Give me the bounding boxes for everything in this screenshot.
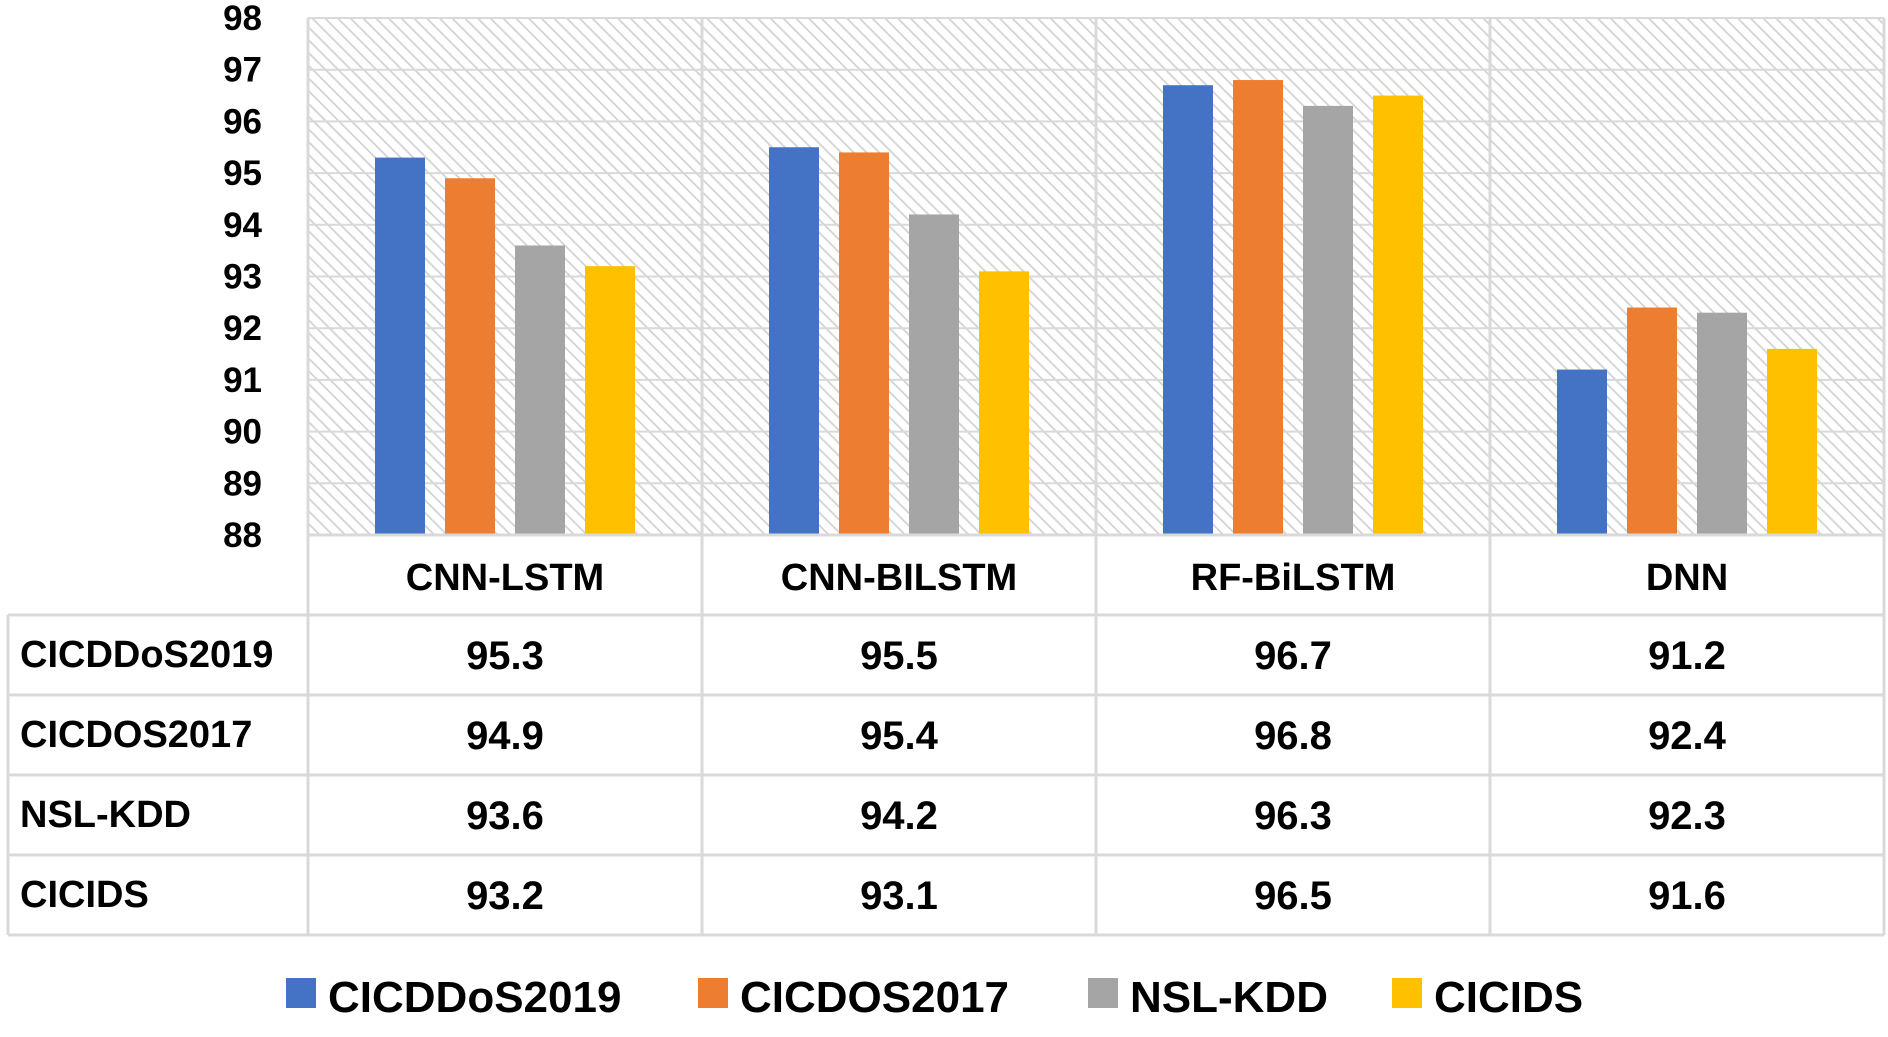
table-cell-value: 91.2	[1648, 634, 1726, 678]
table-cell-value: 91.6	[1648, 874, 1726, 918]
bar	[515, 245, 565, 536]
table-cell-value: 96.5	[1254, 874, 1332, 918]
y-tick-label: 97	[223, 51, 262, 90]
bar	[979, 271, 1029, 535]
table-cell-value: 93.1	[860, 874, 938, 918]
y-tick-label: 89	[223, 464, 262, 503]
category-label: CNN-BILSTM	[781, 557, 1017, 599]
bar	[1627, 307, 1677, 535]
legend-swatch	[1392, 978, 1422, 1008]
bar	[1163, 85, 1213, 536]
y-tick-label: 90	[223, 413, 262, 452]
table-cell-value: 95.3	[466, 634, 544, 678]
table-cell-value: 96.8	[1254, 714, 1332, 758]
category-label: RF-BiLSTM	[1191, 557, 1396, 599]
legend-swatch	[698, 978, 728, 1008]
y-tick-label: 93	[223, 258, 262, 297]
bar	[445, 178, 495, 535]
bar	[375, 157, 425, 535]
table-cell-value: 95.4	[860, 714, 939, 758]
y-tick-label: 94	[223, 206, 262, 245]
bar	[1767, 348, 1817, 535]
table-cell-value: 96.3	[1254, 794, 1332, 838]
y-tick-label: 91	[223, 361, 262, 400]
bar	[1697, 312, 1747, 535]
y-tick-label: 92	[223, 309, 262, 348]
table-cell-value: 93.2	[466, 874, 544, 918]
table-cell-value: 92.4	[1648, 714, 1727, 758]
y-tick-label: 88	[223, 516, 262, 555]
bar	[769, 147, 819, 535]
table-row-label: CICIDS	[20, 874, 149, 916]
table-cell-value: 96.7	[1254, 634, 1332, 678]
data-table: CNN-LSTM CNN-BILSTM RF-BiLSTM DNN CICDDoS201…	[6, 18, 1886, 937]
legend-label: CICDDoS2019	[328, 973, 621, 1022]
legend-label: CICDOS2017	[740, 973, 1009, 1022]
table-cell-value: 94.2	[860, 794, 938, 838]
table-row-label: CICDOS2017	[20, 714, 252, 756]
bar	[585, 266, 635, 535]
category-label: DNN	[1646, 557, 1728, 599]
table-cell-value: 95.5	[860, 634, 938, 678]
legend-label: NSL-KDD	[1130, 973, 1328, 1022]
category-label: CNN-LSTM	[406, 557, 604, 599]
y-tick-label: 95	[223, 154, 262, 193]
y-tick-label: 98	[223, 0, 262, 38]
legend-swatch	[286, 978, 316, 1008]
y-axis: 88 89 90 91 92 93 94 95 96 97 98	[223, 0, 262, 555]
y-tick-label: 96	[223, 102, 262, 141]
bar	[839, 152, 889, 536]
legend-swatch	[1088, 978, 1118, 1008]
table-row-label: NSL-KDD	[20, 794, 191, 836]
table-row-label: CICDDoS2019	[20, 634, 273, 676]
legend: CICDDoS2019 CICDOS2017 NSL-KDD CICIDS	[286, 973, 1583, 1022]
bar	[1303, 105, 1353, 535]
table-cell-value: 94.9	[466, 714, 544, 758]
bar	[1557, 369, 1607, 535]
bars	[375, 80, 1817, 536]
bar	[909, 214, 959, 535]
bar	[1373, 95, 1423, 536]
table-cell-value: 93.6	[466, 794, 544, 838]
table-cell-value: 92.3	[1648, 794, 1726, 838]
bar	[1233, 80, 1283, 535]
legend-label: CICIDS	[1434, 973, 1583, 1022]
